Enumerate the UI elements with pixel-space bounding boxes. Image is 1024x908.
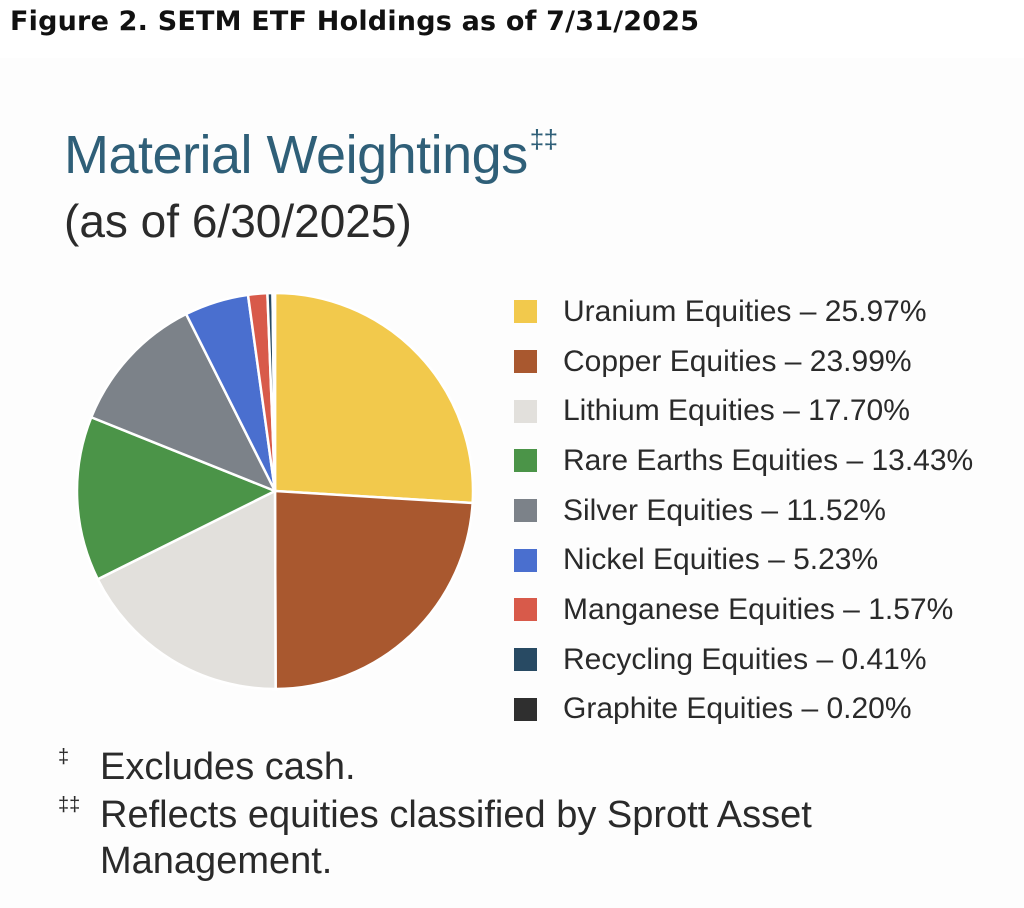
legend-label: Copper Equities – 23.99% [563,344,912,378]
footnote-1-mark: ‡ [58,746,70,768]
legend-item-rare-earths-equities: Rare Earths Equities – 13.43% [514,436,973,486]
legend: Uranium Equities – 25.97% Copper Equities… [514,287,973,734]
legend-item-manganese-equities: Manganese Equities – 1.57% [514,585,973,635]
legend-label: Lithium Equities – 17.70% [563,394,910,428]
legend-label: Silver Equities – 11.52% [563,493,886,527]
legend-swatch [514,499,537,523]
footnote-1-text: Excludes cash. [100,746,356,788]
footnote-1: ‡ Excludes cash. [58,744,880,790]
legend-item-nickel-equities: Nickel Equities – 5.23% [514,535,973,585]
legend-item-recycling-equities: Recycling Equities – 0.41% [514,635,973,685]
figure-title: Figure 2. SETM ETF Holdings as of 7/31/2… [10,6,700,37]
chart-title-superscript: ‡‡ [529,124,558,154]
pie-slice-graphite-equities [271,291,277,493]
legend-label: Rare Earths Equities – 13.43% [563,443,974,477]
pie-slice-uranium-equities [273,291,475,505]
legend-swatch [514,399,537,423]
legend-label: Recycling Equities – 0.41% [563,642,927,676]
footnote-2-mark: ‡‡ [58,794,81,816]
legend-swatch [514,548,537,572]
legend-item-uranium-equities: Uranium Equities – 25.97% [514,287,973,337]
legend-swatch [514,648,537,672]
legend-label: Uranium Equities – 25.97% [563,294,927,328]
footnotes: ‡ Excludes cash. ‡‡ Reflects equities cl… [58,744,880,884]
pie-chart [75,291,475,691]
legend-label: Nickel Equities – 5.23% [563,543,879,577]
legend-swatch [514,350,537,374]
chart-subtitle: (as of 6/30/2025) [64,195,412,247]
legend-item-graphite-equities: Graphite Equities – 0.20% [514,685,973,735]
footnote-2-text: Reflects equities classified by Sprott A… [100,794,812,882]
pie-slice-silver-equities [89,312,277,493]
pie-slice-rare-earths-equities [75,416,277,581]
legend-item-copper-equities: Copper Equities – 23.99% [514,337,973,387]
chart-title: Material Weightings‡‡ [64,125,558,185]
pie-slice-copper-equities [273,489,474,691]
legend-swatch [514,300,537,324]
legend-swatch [514,449,537,473]
legend-label: Graphite Equities – 0.20% [563,692,912,726]
legend-item-silver-equities: Silver Equities – 11.52% [514,486,973,536]
footnote-2: ‡‡ Reflects equities classified by Sprot… [58,792,880,884]
legend-swatch [514,598,537,622]
legend-label: Manganese Equities – 1.57% [563,592,954,626]
pie-slice-lithium-equities [96,489,277,691]
legend-swatch [514,697,537,721]
legend-item-lithium-equities: Lithium Equities – 17.70% [514,386,973,436]
chart-title-text: Material Weightings [64,125,528,185]
